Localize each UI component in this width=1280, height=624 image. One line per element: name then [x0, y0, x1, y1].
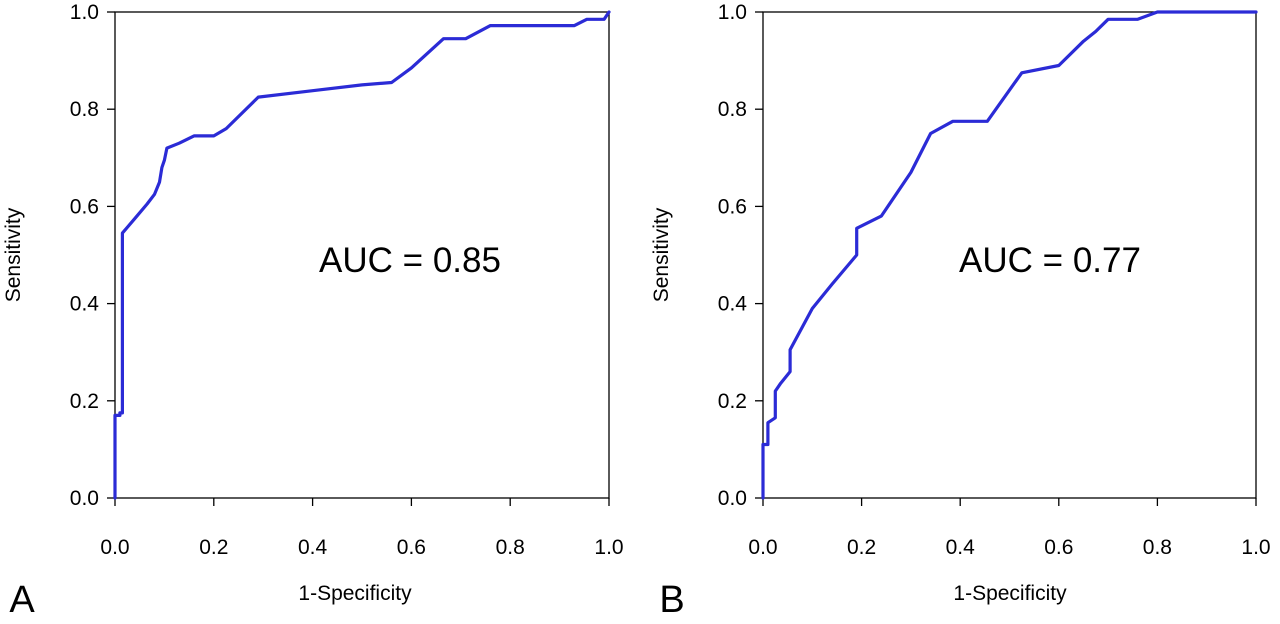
x-axis-label: 1-Specificity: [298, 582, 412, 605]
y-tick-label: 0.0: [70, 487, 99, 510]
y-tick-label: 1.0: [718, 1, 747, 24]
y-tick-label: 1.0: [70, 1, 99, 24]
panel-a: 0.0 0.2 0.4 0.6 0.8 1.0 0.0 0.2 0.4 0.6 0.8 1.0 1-Sp…: [2, 1, 624, 621]
x-axis-label: 1-Specificity: [953, 582, 1067, 605]
y-tick-label: 0.4: [70, 293, 100, 316]
plot-frame: [114, 11, 610, 499]
x-tick-label: 0.0: [100, 536, 129, 559]
roc-curve-line: [113, 10, 611, 500]
y-tick-label: 0.4: [718, 293, 748, 316]
x-tick-label: 0.2: [847, 536, 876, 559]
roc-curve-line: [761, 10, 1258, 500]
x-tick-label: 1.0: [594, 536, 623, 559]
x-tick-label: 0.4: [298, 536, 328, 559]
y-axis-label: Sensitivity: [650, 207, 673, 302]
y-tick-label: 0.2: [70, 390, 99, 413]
y-tick-label: 0.2: [718, 390, 747, 413]
x-tick-label: 0.0: [748, 536, 777, 559]
x-tick-label: 0.2: [199, 536, 228, 559]
plot-frame: [762, 11, 1257, 499]
panel-label: A: [9, 579, 35, 619]
x-tick-label: 0.6: [397, 536, 426, 559]
panel-b: 0.0 0.2 0.4 0.6 0.8 1.0 0.0 0.2 0.4 0.6 0.8 1.0 1-Sp…: [650, 1, 1271, 621]
panel-label: B: [659, 579, 684, 619]
auc-annotation: AUC = 0.77: [959, 241, 1141, 280]
y-tick-label: 0.0: [718, 487, 747, 510]
x-tick-label: 1.0: [1241, 536, 1270, 559]
auc-annotation: AUC = 0.85: [319, 241, 501, 280]
y-axis-label: Sensitivity: [2, 207, 25, 302]
x-tick-label: 0.8: [1143, 536, 1172, 559]
y-tick-label: 0.8: [70, 98, 99, 121]
x-tick-label: 0.4: [946, 536, 976, 559]
x-tick-label: 0.6: [1044, 536, 1073, 559]
y-tick-label: 0.8: [718, 98, 747, 121]
y-tick-label: 0.6: [70, 195, 99, 218]
x-tick-label: 0.8: [496, 536, 525, 559]
y-tick-label: 0.6: [718, 195, 747, 218]
